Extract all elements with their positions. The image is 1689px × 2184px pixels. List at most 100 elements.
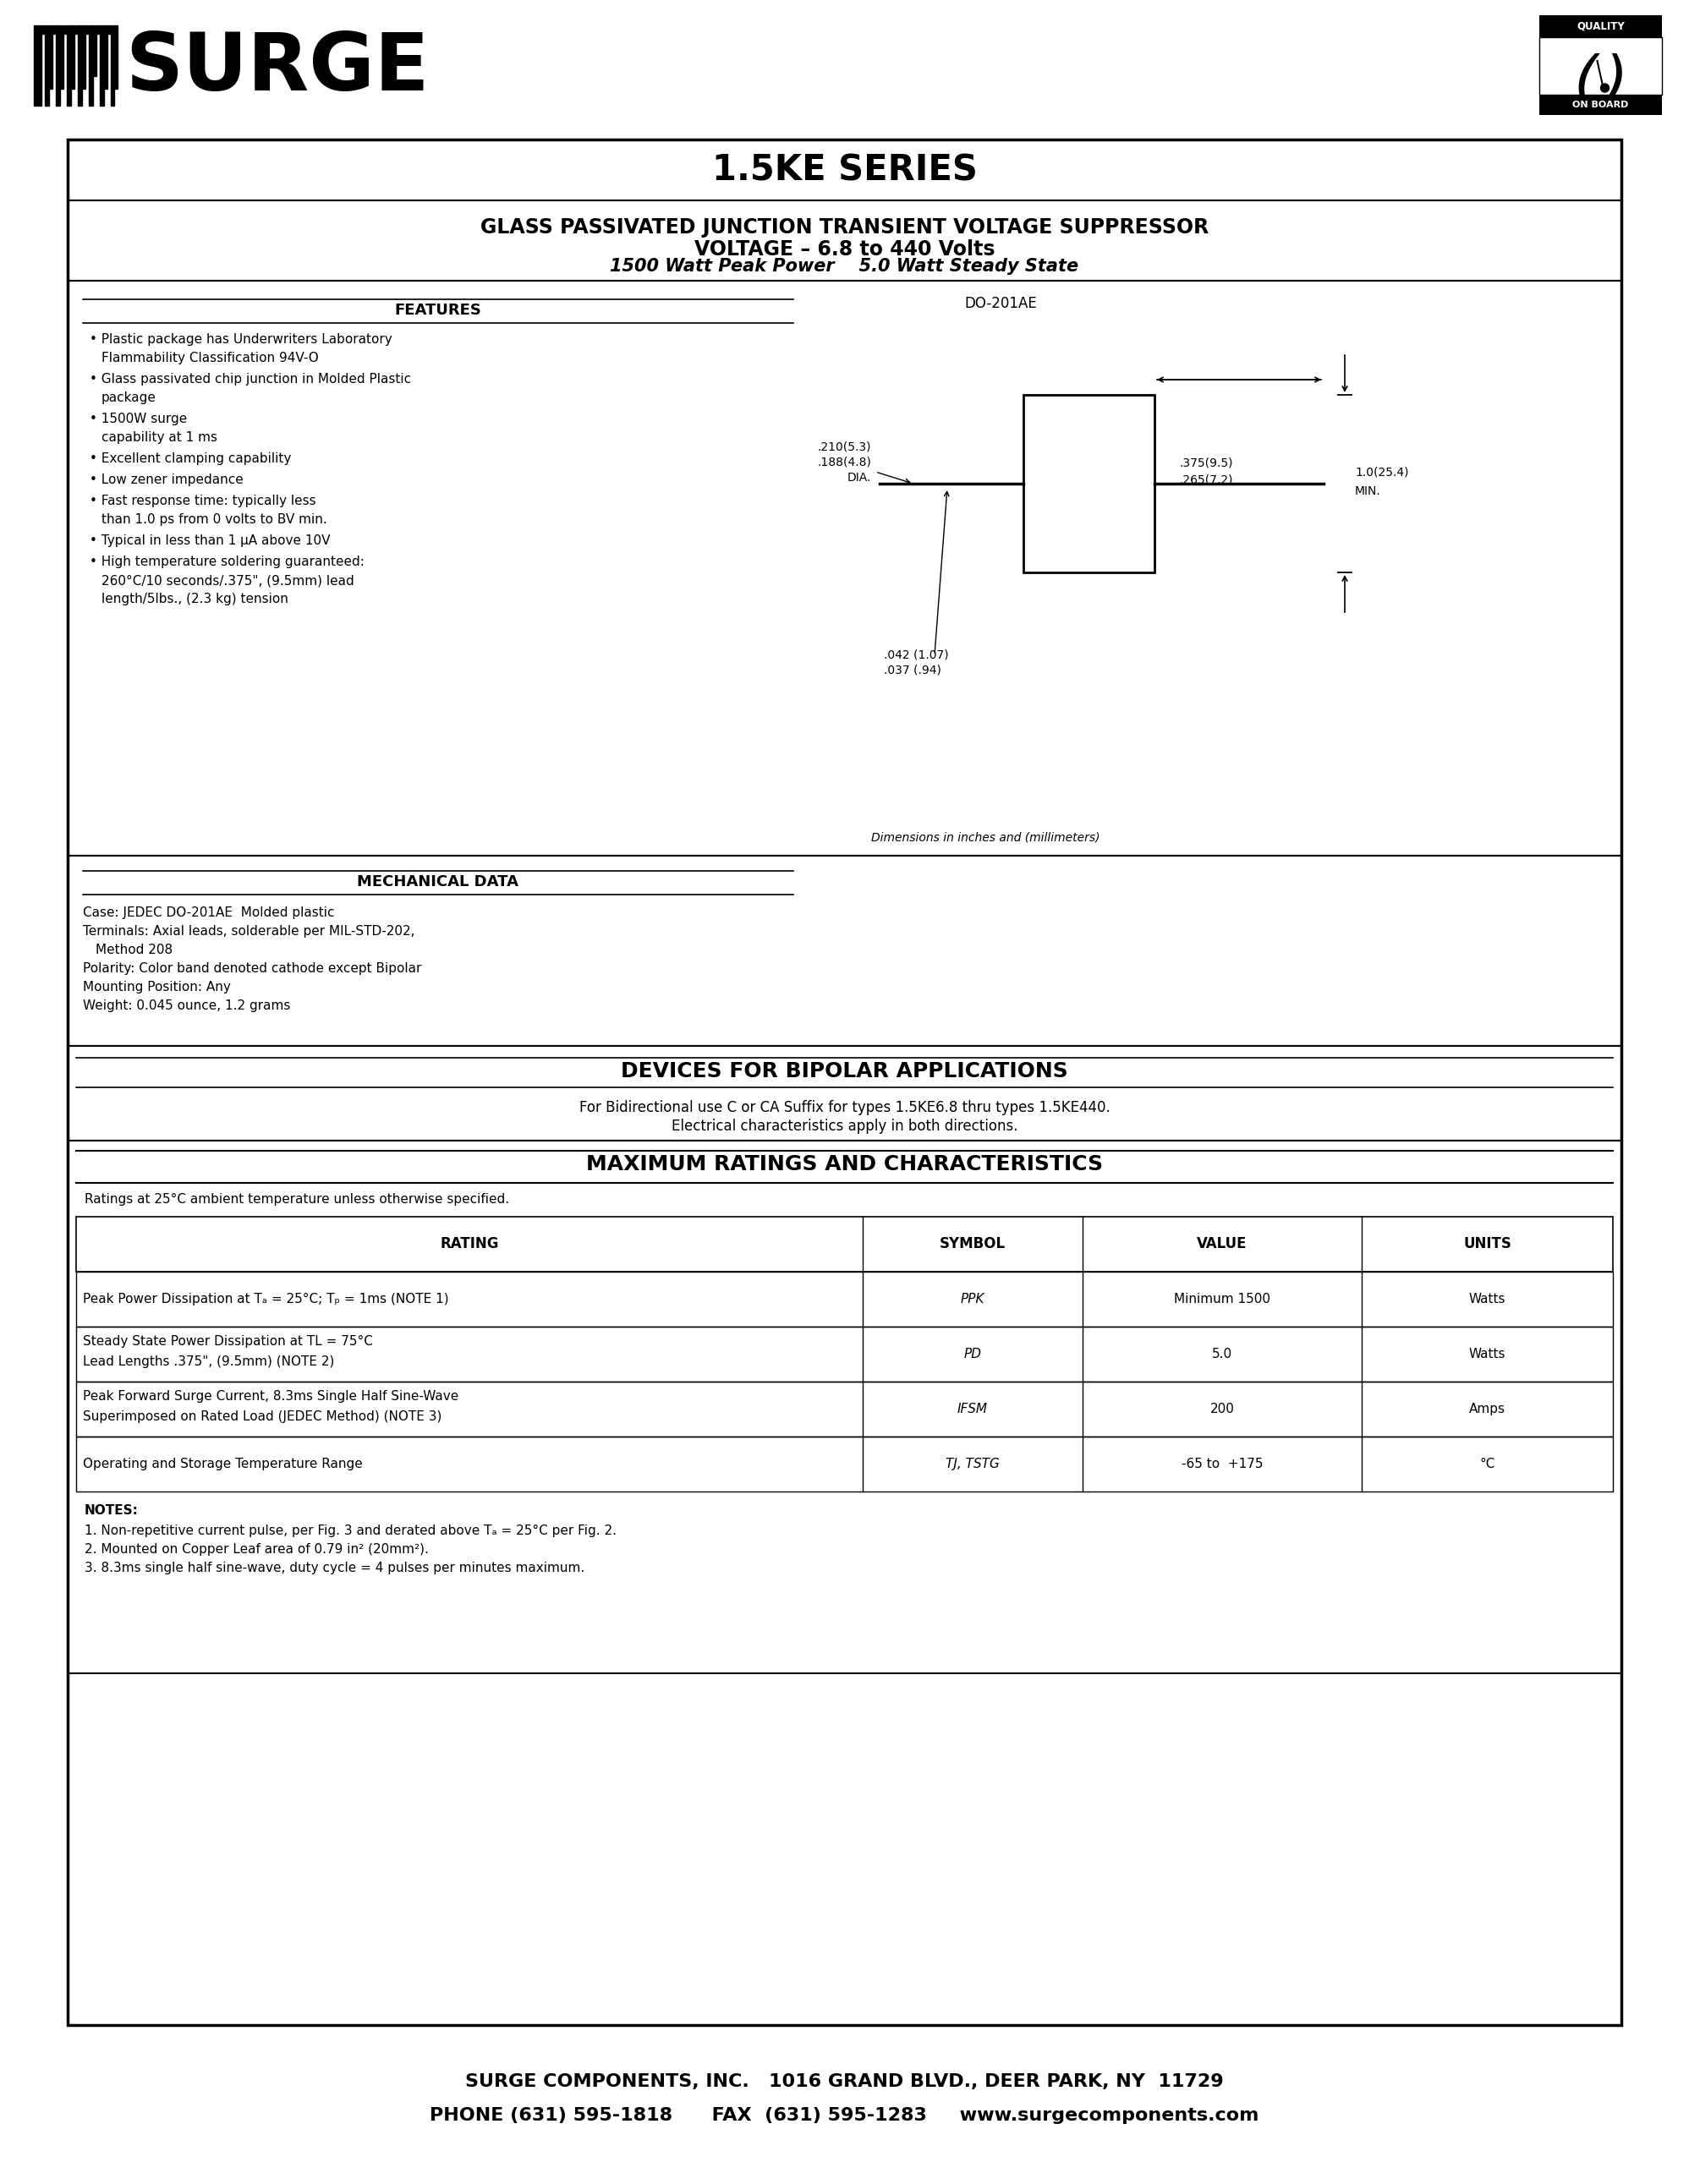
Bar (56, 26, 61, 105)
Text: DIA.: DIA. (848, 472, 872, 483)
Text: RATING: RATING (441, 1236, 498, 1251)
Text: Watts: Watts (1469, 1348, 1505, 1361)
Bar (46, 26, 49, 105)
Text: Method 208: Method 208 (96, 943, 172, 957)
Bar (1024, 395, 1155, 572)
Text: length/5lbs., (2.3 kg) tension: length/5lbs., (2.3 kg) tension (101, 592, 289, 605)
Text: • High temperature soldering guaranteed:: • High temperature soldering guaranteed: (90, 555, 365, 568)
Bar (76, 1326, 1613, 1382)
Text: than 1.0 ps from 0 volts to BV min.: than 1.0 ps from 0 volts to BV min. (101, 513, 328, 526)
Text: Peak Forward Surge Current, 8.3ms Single Half Sine-Wave: Peak Forward Surge Current, 8.3ms Single… (83, 1389, 459, 1402)
Text: ON BOARD: ON BOARD (1572, 100, 1628, 109)
Text: .037 (.94): .037 (.94) (883, 664, 941, 675)
Text: package: package (101, 391, 157, 404)
Text: 260°C/10 seconds/.375", (9.5mm) lead: 260°C/10 seconds/.375", (9.5mm) lead (101, 574, 355, 587)
Bar (111, 26, 115, 105)
Text: MECHANICAL DATA: MECHANICAL DATA (358, 874, 519, 889)
Bar (105, 26, 108, 90)
Text: NOTES:: NOTES: (84, 1505, 138, 1518)
Bar (68, 26, 71, 105)
Text: DO-201AE: DO-201AE (964, 297, 1037, 310)
Text: .265(7.2): .265(7.2) (1181, 474, 1233, 485)
Bar (68, 1046, 1621, 1140)
Text: Flammability Classification 94V-O: Flammability Classification 94V-O (101, 352, 319, 365)
Bar (34, 26, 39, 105)
Text: • Low zener impedance: • Low zener impedance (90, 474, 243, 487)
Bar (68, 856, 1621, 1046)
Text: Watts: Watts (1469, 1293, 1505, 1306)
Text: • Plastic package has Underwriters Laboratory: • Plastic package has Underwriters Labor… (90, 334, 392, 345)
Bar (61, 26, 64, 90)
Bar (98, 26, 100, 33)
Text: TJ, TSTG: TJ, TSTG (946, 1457, 1000, 1470)
Text: 1500 Watt Peak Power    5.0 Watt Steady State: 1500 Watt Peak Power 5.0 Watt Steady Sta… (610, 258, 1079, 275)
Bar (68, 201, 1621, 282)
Text: Steady State Power Dissipation at TL = 75°C: Steady State Power Dissipation at TL = 7… (83, 1334, 373, 1348)
Bar (76, 1271, 1613, 1326)
Bar (1539, 37, 1662, 94)
Circle shape (1601, 83, 1610, 92)
Text: PPK: PPK (961, 1293, 985, 1306)
Text: Weight: 0.045 ounce, 1.2 grams: Weight: 0.045 ounce, 1.2 grams (83, 1000, 291, 1011)
Text: Case: JEDEC DO-201AE  Molded plastic: Case: JEDEC DO-201AE Molded plastic (83, 906, 334, 919)
Text: Lead Lengths .375", (9.5mm) (NOTE 2): Lead Lengths .375", (9.5mm) (NOTE 2) (83, 1356, 334, 1367)
Text: UNITS: UNITS (1463, 1236, 1512, 1251)
Text: .375(9.5): .375(9.5) (1181, 456, 1233, 470)
Bar (68, 140, 1621, 2025)
Text: 1. Non-repetitive current pulse, per Fig. 3 and derated above Tₐ = 25°C per Fig.: 1. Non-repetitive current pulse, per Fig… (84, 1524, 616, 1538)
Text: IFSM: IFSM (958, 1402, 988, 1415)
Text: Terminals: Axial leads, solderable per MIL-STD-202,: Terminals: Axial leads, solderable per M… (83, 926, 415, 937)
Text: Operating and Storage Temperature Range: Operating and Storage Temperature Range (83, 1457, 363, 1470)
Bar (51, 26, 52, 90)
Bar (1539, 15, 1662, 37)
Bar (54, 26, 56, 33)
Bar (115, 26, 118, 90)
Bar (76, 1216, 1613, 1271)
Bar (64, 26, 66, 33)
Text: SURGE COMPONENTS, INC.   1016 GRAND BLVD., DEER PARK, NY  11729: SURGE COMPONENTS, INC. 1016 GRAND BLVD.,… (466, 2073, 1223, 2090)
Text: PHONE (631) 595-1818      FAX  (631) 595-1283     www.surgecomponents.com: PHONE (631) 595-1818 FAX (631) 595-1283 … (431, 2108, 1258, 2125)
Text: • Fast response time: typically less: • Fast response time: typically less (90, 494, 316, 507)
Text: °C: °C (1480, 1457, 1495, 1470)
Bar (95, 26, 96, 76)
Bar (108, 26, 110, 33)
Text: capability at 1 ms: capability at 1 ms (101, 430, 218, 443)
Bar (39, 26, 42, 105)
Bar (83, 26, 86, 90)
Text: • Excellent clamping capability: • Excellent clamping capability (90, 452, 291, 465)
Text: 2. Mounted on Copper Leaf area of 0.79 in² (20mm²).: 2. Mounted on Copper Leaf area of 0.79 i… (84, 1544, 429, 1555)
Text: For Bidirectional use C or CA Suffix for types 1.5KE6.8 thru types 1.5KE440.: For Bidirectional use C or CA Suffix for… (579, 1101, 1110, 1116)
Text: Peak Power Dissipation at Tₐ = 25°C; Tₚ = 1ms (NOTE 1): Peak Power Dissipation at Tₐ = 25°C; Tₚ … (83, 1293, 449, 1306)
Text: .188(4.8): .188(4.8) (817, 456, 872, 467)
Text: 200: 200 (1209, 1402, 1235, 1415)
Bar (100, 26, 105, 105)
Text: 1.0(25.4): 1.0(25.4) (1355, 467, 1409, 478)
Bar (68, 1140, 1621, 1673)
Text: PD: PD (964, 1348, 981, 1361)
Text: Dimensions in inches and (millimeters): Dimensions in inches and (millimeters) (872, 832, 1100, 843)
Text: 1.5KE SERIES: 1.5KE SERIES (711, 153, 978, 188)
Text: .210(5.3): .210(5.3) (817, 441, 872, 454)
Text: Mounting Position: Any: Mounting Position: Any (83, 981, 231, 994)
Bar (73, 26, 74, 90)
Text: • Typical in less than 1 μA above 10V: • Typical in less than 1 μA above 10V (90, 535, 331, 546)
Bar (90, 26, 93, 105)
Text: (: ( (1574, 52, 1598, 111)
Text: FEATURES: FEATURES (395, 304, 481, 319)
Text: SYMBOL: SYMBOL (939, 1236, 1005, 1251)
Text: Ratings at 25°C ambient temperature unless otherwise specified.: Ratings at 25°C ambient temperature unle… (84, 1192, 510, 1206)
Text: Amps: Amps (1469, 1402, 1505, 1415)
Text: DEVICES FOR BIPOLAR APPLICATIONS: DEVICES FOR BIPOLAR APPLICATIONS (622, 1061, 1067, 1081)
Bar (68, 140, 1621, 201)
Text: -65 to  +175: -65 to +175 (1181, 1457, 1263, 1470)
Bar (1539, 94, 1662, 116)
Text: • 1500W surge: • 1500W surge (90, 413, 187, 426)
Text: Minimum 1500: Minimum 1500 (1174, 1293, 1270, 1306)
Text: Electrical characteristics apply in both directions.: Electrical characteristics apply in both… (671, 1118, 1018, 1133)
Bar (78, 26, 83, 105)
Bar (76, 26, 78, 33)
Bar (76, 1437, 1613, 1492)
Text: .042 (1.07): .042 (1.07) (883, 649, 949, 660)
Text: 5.0: 5.0 (1213, 1348, 1233, 1361)
Text: VOLTAGE – 6.8 to 440 Volts: VOLTAGE – 6.8 to 440 Volts (694, 240, 995, 260)
